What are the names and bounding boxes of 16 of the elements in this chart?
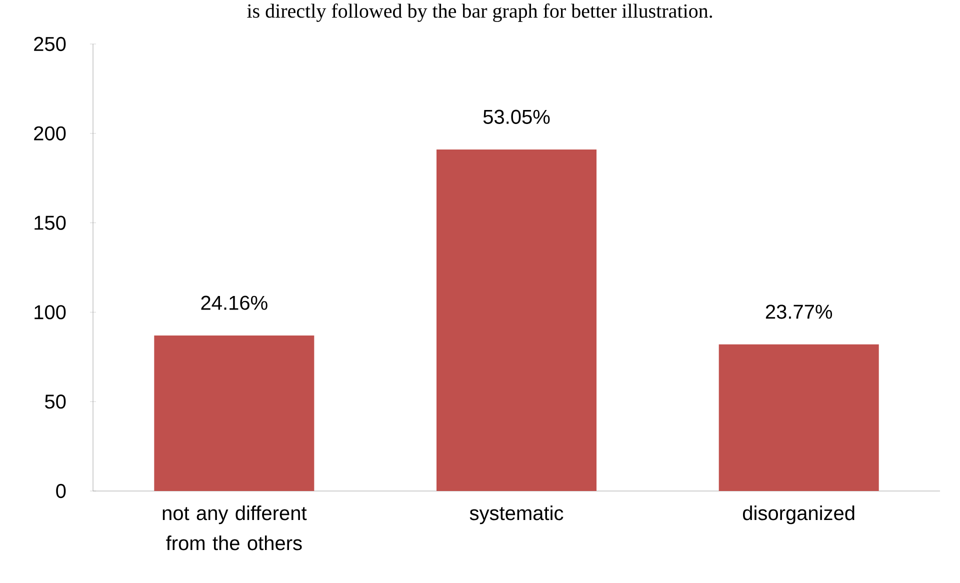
x-tick-label: not any different from the others (162, 506, 307, 550)
bar (718, 344, 879, 491)
text: is directly followed by the bar graph for better illustration. (247, 4, 712, 22)
annotation: 53.05% (483, 110, 550, 124)
x-tick-label: disorganized (742, 506, 854, 524)
y-tick-label: 100 (34, 305, 66, 320)
annotation: 23.77% (766, 304, 832, 319)
bar (154, 335, 314, 491)
y-tick-label: 150 (34, 216, 66, 230)
y-tick-label: 50 (45, 394, 66, 409)
y-tick-label: 200 (34, 126, 66, 140)
annotation: 24.16% (201, 296, 268, 310)
y-tick-label: 0 (56, 484, 66, 498)
bar (436, 149, 597, 491)
y-tick-label: 250 (34, 36, 66, 52)
x-tick-label: systematic (470, 506, 564, 524)
